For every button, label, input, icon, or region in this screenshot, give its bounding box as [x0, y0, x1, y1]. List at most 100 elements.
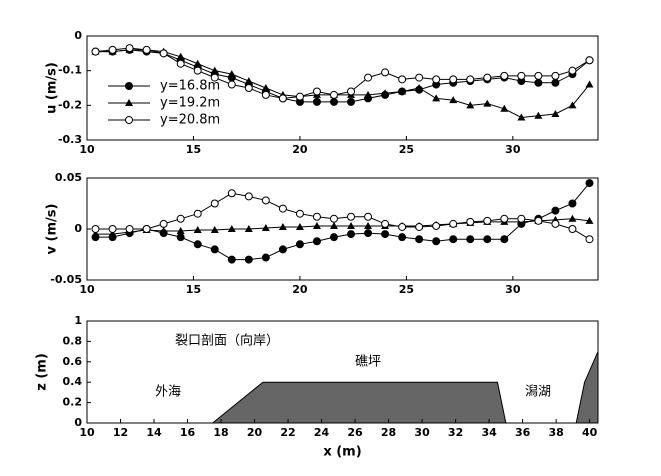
marker	[364, 73, 373, 82]
marker	[483, 73, 492, 82]
marker	[193, 226, 202, 234]
marker	[227, 80, 236, 89]
marker	[415, 235, 424, 244]
x-tick-label: 30	[505, 143, 521, 156]
marker	[193, 66, 202, 75]
marker	[585, 216, 594, 224]
marker	[449, 235, 458, 244]
marker	[551, 206, 560, 215]
marker	[568, 66, 577, 75]
marker	[193, 59, 202, 67]
marker	[176, 227, 185, 235]
marker	[125, 225, 134, 233]
x-tick-label: 10	[79, 143, 95, 156]
marker	[347, 221, 356, 229]
marker	[227, 70, 236, 78]
marker	[415, 73, 424, 82]
marker	[278, 222, 287, 230]
y-tick-label: 0	[74, 416, 82, 429]
marker	[500, 214, 509, 223]
legend-label: y=19.2m	[160, 96, 220, 111]
y-axis-label: u (m/s)	[45, 62, 60, 114]
annotation: 礁坪	[355, 354, 381, 370]
marker	[142, 45, 151, 54]
marker	[364, 221, 373, 229]
marker	[278, 245, 287, 254]
marker	[244, 225, 253, 232]
annotation: 外海	[155, 385, 181, 400]
marker	[364, 229, 373, 238]
x-tick-label: 20	[247, 426, 263, 439]
marker	[534, 78, 543, 87]
marker	[517, 214, 526, 223]
marker	[568, 214, 577, 222]
marker	[312, 212, 321, 221]
marker	[432, 94, 441, 102]
marker	[551, 219, 560, 228]
marker	[210, 245, 219, 254]
marker	[534, 216, 543, 225]
marker	[432, 237, 441, 246]
y-tick-label: 0.05	[55, 171, 82, 184]
marker	[329, 97, 338, 106]
y-tick-label: 0	[74, 222, 82, 235]
marker	[364, 90, 373, 98]
marker	[295, 92, 304, 101]
marker	[329, 221, 338, 229]
marker	[432, 75, 441, 84]
y-tick-label: -0.1	[58, 64, 82, 77]
marker	[261, 84, 270, 91]
marker	[210, 226, 219, 234]
marker	[381, 230, 390, 239]
marker	[227, 255, 236, 264]
marker	[210, 66, 219, 74]
marker	[585, 235, 594, 244]
legend-marker	[125, 116, 133, 124]
marker	[159, 219, 168, 228]
x-tick-label: 30	[505, 283, 521, 296]
marker	[312, 97, 321, 106]
marker	[466, 101, 475, 109]
marker	[568, 101, 577, 109]
marker	[398, 233, 407, 242]
marker	[108, 45, 117, 54]
marker	[483, 99, 492, 107]
marker	[312, 237, 321, 246]
x-tick-label: 15	[186, 283, 201, 296]
x-tick-label: 18	[213, 426, 228, 439]
y-tick-label: 1	[74, 314, 82, 327]
marker	[295, 240, 304, 249]
x-tick-label: 32	[448, 426, 463, 439]
marker	[244, 255, 253, 264]
legend-label: y=16.8m	[160, 79, 220, 94]
x-tick-label: 12	[113, 426, 128, 439]
marker	[449, 219, 458, 228]
marker	[176, 52, 185, 60]
marker	[381, 68, 390, 77]
x-tick-label: 38	[548, 426, 563, 439]
legend-label: y=20.8m	[160, 113, 220, 128]
marker	[347, 87, 356, 96]
marker	[585, 179, 594, 188]
marker	[312, 87, 321, 96]
marker	[159, 227, 168, 235]
marker	[449, 96, 458, 104]
marker	[381, 89, 390, 97]
marker	[585, 56, 594, 65]
x-tick-label: 10	[79, 426, 95, 439]
plot-frame	[86, 320, 599, 424]
marker	[398, 75, 407, 84]
marker	[483, 216, 492, 225]
series-line	[95, 182, 590, 261]
marker	[534, 71, 543, 80]
marker	[295, 209, 304, 218]
x-tick-label: 25	[399, 143, 414, 156]
y-axis-label: v (m/s)	[45, 204, 60, 255]
marker	[312, 221, 321, 229]
x-tick-label: 20	[292, 283, 308, 296]
x-tick-label: 10	[79, 283, 95, 296]
marker	[91, 230, 100, 238]
marker	[415, 222, 424, 231]
x-tick-label: 34	[481, 426, 497, 439]
